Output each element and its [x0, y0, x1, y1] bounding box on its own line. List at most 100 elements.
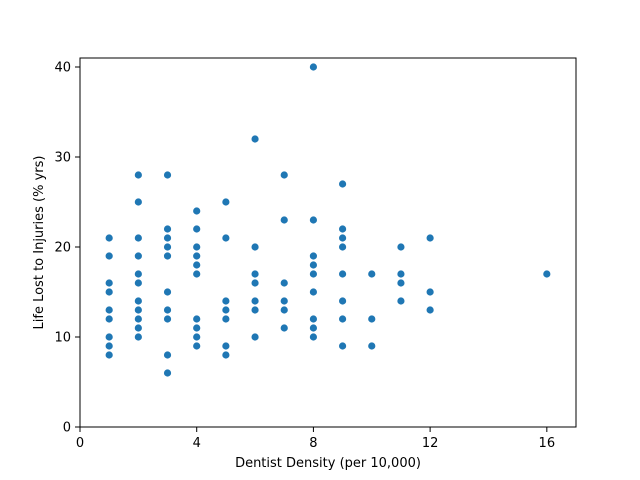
data-point [309, 333, 318, 341]
data-point [134, 324, 142, 332]
data-point [251, 243, 259, 251]
data-point [280, 297, 288, 305]
data-point [280, 306, 288, 314]
data-point [163, 315, 172, 323]
data-points [105, 63, 551, 377]
x-tick-label: 4 [193, 436, 201, 451]
data-point [280, 279, 288, 287]
data-point [309, 216, 318, 224]
y-axis-ticks: 0 10 20 30 40 [54, 61, 80, 436]
data-point [222, 234, 230, 242]
data-point [280, 324, 288, 332]
data-point [134, 279, 142, 287]
data-point [163, 171, 172, 179]
data-point [105, 333, 113, 341]
data-point [134, 234, 142, 242]
data-point [368, 342, 376, 350]
data-point [163, 252, 172, 260]
data-point [163, 288, 172, 296]
data-point [309, 252, 318, 260]
y-tick-label: 20 [54, 241, 71, 256]
data-point [338, 234, 347, 242]
y-tick-label: 30 [54, 151, 71, 166]
data-point [338, 180, 347, 188]
data-point [397, 279, 405, 287]
data-point [222, 297, 230, 305]
data-point [251, 279, 259, 287]
data-point [426, 306, 434, 314]
data-point [134, 171, 142, 179]
data-point [193, 270, 201, 278]
x-axis-ticks: 0 4 8 12 16 [76, 427, 555, 451]
data-point [222, 351, 230, 359]
data-point [251, 135, 259, 143]
x-tick-label: 8 [309, 436, 317, 451]
data-point [134, 270, 142, 278]
data-point [193, 342, 201, 350]
data-point [222, 342, 230, 350]
data-point [309, 315, 318, 323]
data-point [426, 288, 434, 296]
data-point [105, 252, 113, 260]
data-point [105, 351, 113, 359]
data-point [193, 315, 201, 323]
data-point [338, 297, 347, 305]
data-point [397, 243, 405, 251]
data-point [251, 297, 259, 305]
data-point [368, 270, 376, 278]
data-point [134, 315, 142, 323]
data-point [105, 234, 113, 242]
data-point [193, 324, 201, 332]
data-point [309, 270, 318, 278]
data-point [193, 333, 201, 341]
data-point [309, 324, 318, 332]
data-point [163, 243, 172, 251]
data-point [193, 243, 201, 251]
data-point [280, 216, 288, 224]
data-point [105, 306, 113, 314]
data-point [338, 225, 347, 233]
data-point [105, 279, 113, 287]
data-point [193, 225, 201, 233]
data-point [163, 351, 172, 359]
data-point [134, 252, 142, 260]
data-point [193, 261, 201, 269]
data-point [222, 198, 230, 206]
data-point [397, 270, 405, 278]
data-point [163, 234, 172, 242]
data-point [134, 297, 142, 305]
x-tick-label: 0 [76, 436, 84, 451]
data-point [163, 225, 172, 233]
data-point [397, 297, 405, 305]
plot-frame [79, 57, 577, 428]
data-point [251, 270, 259, 278]
data-point [338, 315, 347, 323]
data-point [222, 306, 230, 314]
data-point [338, 342, 347, 350]
data-point [251, 333, 259, 341]
data-point [105, 342, 113, 350]
data-point [543, 270, 551, 278]
data-point [105, 288, 113, 296]
data-point [338, 243, 347, 251]
data-point [309, 288, 318, 296]
data-point [251, 306, 259, 314]
data-point [309, 261, 318, 269]
data-point [163, 369, 172, 377]
x-tick-label: 12 [422, 436, 439, 451]
y-tick-label: 0 [63, 421, 71, 436]
data-point [426, 234, 434, 242]
data-point [368, 315, 376, 323]
x-tick-label: 16 [539, 436, 556, 451]
data-point [134, 333, 142, 341]
data-point [193, 207, 201, 215]
data-point [222, 315, 230, 323]
data-point [134, 306, 142, 314]
data-point [134, 198, 142, 206]
data-point [163, 306, 172, 314]
data-point [309, 63, 318, 71]
y-axis-label: Life Lost to Injuries (% yrs) [32, 156, 47, 330]
y-tick-label: 40 [54, 61, 71, 76]
